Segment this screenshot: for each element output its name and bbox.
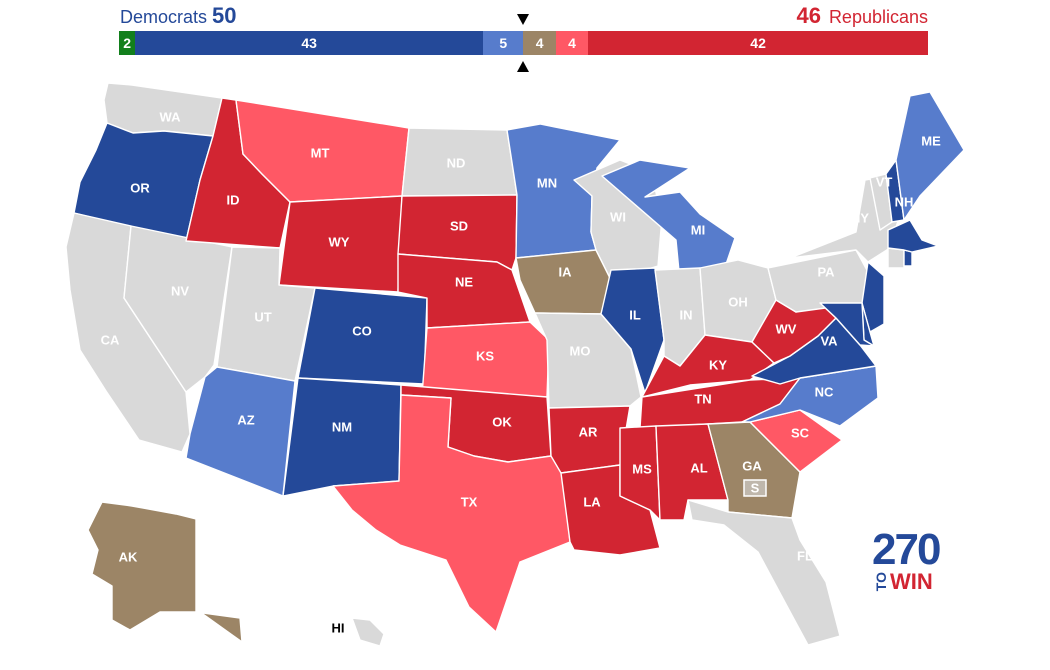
majority-marker-down-icon <box>517 14 529 25</box>
democrats-total: Democrats 50 <box>120 4 237 29</box>
seat-balance-bar: 2 43 5 4 4 42 <box>119 31 928 55</box>
logo-to: TO <box>873 572 889 592</box>
majority-marker-up-icon <box>517 61 529 72</box>
republicans-label: Republicans <box>828 7 928 27</box>
special-election-badge <box>743 479 767 497</box>
democrats-count: 50 <box>212 3 237 28</box>
democrats-label: Democrats <box>120 7 208 27</box>
state-me[interactable] <box>895 91 965 221</box>
270towin-logo: 270 TO WIN <box>872 528 962 598</box>
state-wy[interactable] <box>278 195 403 293</box>
state-nc[interactable] <box>741 365 879 427</box>
seat-segment-1: 43 <box>135 31 484 55</box>
state-label-hi: HI <box>332 620 345 635</box>
state-nj[interactable] <box>861 261 885 333</box>
state-ak[interactable] <box>87 501 243 643</box>
logo-number: 270 <box>872 525 941 574</box>
state-nm[interactable] <box>282 377 402 497</box>
seat-segment-0: 2 <box>119 31 136 55</box>
republicans-count: 46 <box>796 3 821 28</box>
state-ma[interactable] <box>887 219 939 253</box>
state-nd[interactable] <box>401 127 518 197</box>
seat-count-header: Democrats 50 46 Republicans 2 43 5 4 4 42 <box>0 0 1050 72</box>
state-md[interactable] <box>819 302 875 347</box>
state-co[interactable] <box>297 287 428 385</box>
state-ct[interactable] <box>887 247 905 269</box>
logo-win: WIN <box>890 569 933 594</box>
seat-segment-2: 5 <box>483 31 524 55</box>
seat-segment-4: 4 <box>555 31 589 55</box>
state-az[interactable] <box>185 366 296 497</box>
seat-segment-5: 42 <box>588 31 928 55</box>
state-hi[interactable] <box>351 617 385 647</box>
republicans-total: 46 Republicans <box>796 4 928 29</box>
state-fl[interactable] <box>687 499 841 646</box>
state-ia[interactable] <box>515 249 612 315</box>
state-ks[interactable] <box>421 321 550 398</box>
state-ar[interactable] <box>548 405 631 474</box>
seat-segment-3: 4 <box>523 31 556 55</box>
